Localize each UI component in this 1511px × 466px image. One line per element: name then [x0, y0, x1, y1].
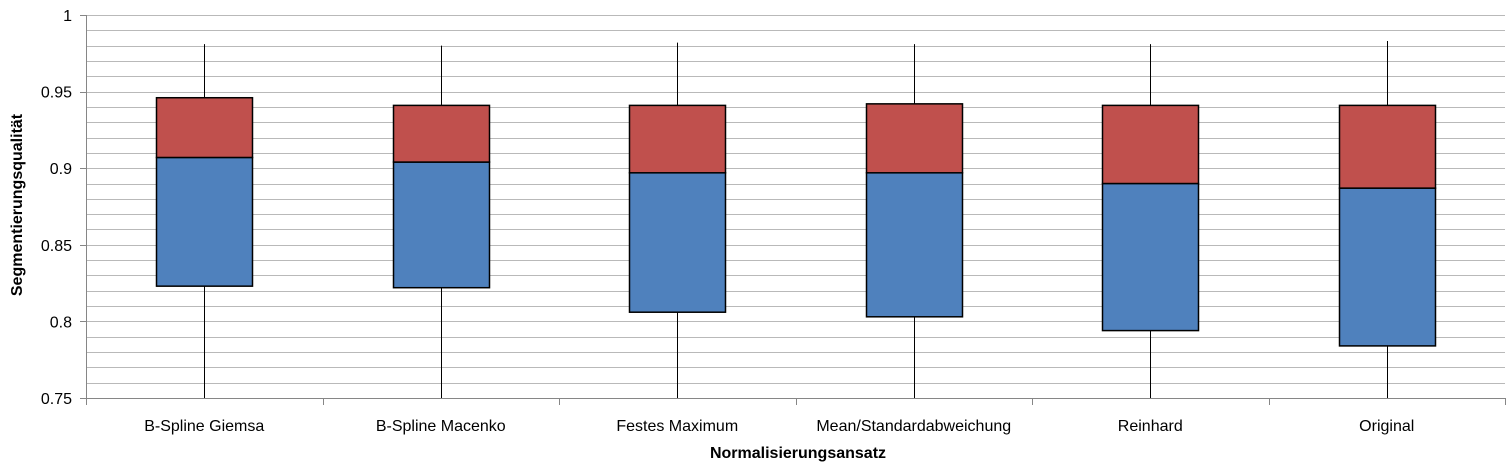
y-tick-label: 0.75	[41, 391, 72, 408]
gridlines	[86, 15, 1505, 384]
axes	[80, 15, 1506, 405]
y-tick-label: 1	[63, 8, 72, 25]
box-upper	[865, 103, 964, 174]
box-upper	[1338, 104, 1437, 189]
boxes	[155, 96, 1437, 347]
x-tick-label: B-Spline Macenko	[376, 418, 506, 435]
y-tick-label: 0.8	[50, 314, 72, 331]
x-tick-label: Mean/Standardabweichung	[816, 418, 1011, 435]
box-lower	[865, 172, 964, 318]
y-tick-label: 0.95	[41, 85, 72, 102]
x-tick-label: B-Spline Giemsa	[144, 418, 264, 435]
box-upper	[392, 104, 491, 163]
box-lower	[1101, 182, 1200, 332]
box-lower	[392, 161, 491, 289]
box-upper	[155, 96, 254, 159]
box-upper	[1101, 104, 1200, 185]
x-axis-title: Normalisierungsansatz	[710, 445, 886, 462]
y-axis-title: Segmentierungsqualität	[9, 113, 26, 296]
x-tick-label: Original	[1359, 418, 1414, 435]
x-tick-label: Festes Maximum	[616, 418, 738, 435]
box-lower	[155, 156, 254, 287]
x-tick-label: Reinhard	[1118, 418, 1183, 435]
whiskers	[204, 41, 1388, 398]
y-tick-label: 0.9	[50, 161, 72, 178]
y-tick-label: 0.85	[41, 238, 72, 255]
box-upper	[628, 104, 727, 174]
tick-labels: 0.75 0.8 0.85 0.9 0.95 1 B-Spline Giemsa B-Spli…	[41, 8, 1414, 435]
box-lower	[628, 172, 727, 313]
box-lower	[1338, 187, 1437, 347]
